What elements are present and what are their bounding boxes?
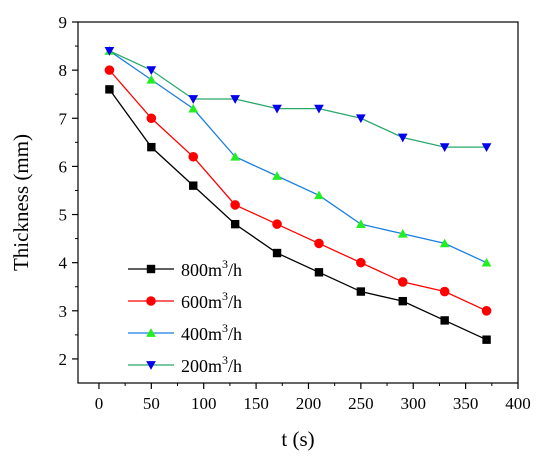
data-point <box>104 47 115 56</box>
y-tick-label: 3 <box>59 302 68 321</box>
series-400m3h <box>104 46 492 267</box>
data-point <box>188 151 199 162</box>
data-point <box>105 85 114 94</box>
legend-marker <box>146 296 156 306</box>
data-point <box>440 316 449 325</box>
data-point <box>356 287 366 296</box>
series-line <box>109 50 487 264</box>
plot-frame <box>77 21 519 384</box>
x-tick-label: 250 <box>348 394 374 413</box>
y-tick-label: 7 <box>59 109 68 128</box>
data-point <box>146 113 157 124</box>
data-point <box>314 104 324 114</box>
legend-label: 400m3/h <box>181 321 242 344</box>
data-point <box>230 219 240 229</box>
data-point <box>439 286 450 297</box>
data-point <box>230 200 240 210</box>
data-point <box>314 268 324 277</box>
data-point <box>481 257 492 267</box>
legend-label: 600m3/h <box>181 289 242 312</box>
y-axis-label: Thickness (mm) <box>9 134 33 271</box>
y-tick-label: 9 <box>59 13 68 32</box>
legend-item: 800m3/h <box>128 257 242 280</box>
legend: 800m3/h 600m3/h 400m3/h 200m3/h <box>128 257 242 376</box>
legend-marker <box>146 328 156 337</box>
series-800m3h <box>105 85 491 344</box>
data-point <box>397 277 408 287</box>
x-axis-label: t (s) <box>281 427 314 451</box>
data-point <box>439 238 450 248</box>
data-point <box>356 114 366 124</box>
data-point <box>146 66 157 75</box>
data-point <box>230 95 240 104</box>
data-point <box>482 335 491 344</box>
x-tick-label: 0 <box>95 394 104 413</box>
legend-label: 800m3/h <box>181 257 242 280</box>
legend-item: 400m3/h <box>128 321 242 344</box>
data-point <box>481 306 492 316</box>
data-point <box>188 103 199 113</box>
data-point <box>188 95 199 104</box>
legend-marker <box>146 264 156 274</box>
data-point <box>397 133 408 143</box>
data-point <box>398 296 407 306</box>
series-line <box>108 69 487 312</box>
data-point <box>230 151 240 161</box>
data-point <box>397 228 408 238</box>
data-point <box>314 238 324 249</box>
series-line <box>108 89 487 341</box>
y-tick-label: 8 <box>59 61 68 80</box>
data-point <box>189 181 198 190</box>
x-tick-label: 400 <box>505 394 531 413</box>
y-tick-label: 2 <box>59 350 68 369</box>
legend-item: 600m3/h <box>128 289 242 312</box>
data-point <box>272 219 282 229</box>
data-point <box>356 219 366 229</box>
legend-marker <box>146 361 156 370</box>
data-point <box>147 142 156 152</box>
data-point <box>439 143 450 152</box>
x-tick-label: 300 <box>400 394 426 413</box>
series-line <box>109 50 487 148</box>
y-tick-label: 5 <box>59 206 68 225</box>
data-point <box>314 190 324 200</box>
y-tick-label: 4 <box>59 254 68 273</box>
data-point <box>272 248 282 258</box>
y-tick-label: 6 <box>59 157 68 176</box>
x-tick-label: 50 <box>143 394 160 413</box>
data-point <box>104 65 115 75</box>
x-tick-label: 350 <box>453 394 479 413</box>
data-point <box>272 104 282 114</box>
data-point <box>272 171 282 180</box>
data-point <box>356 257 366 268</box>
series-600m3h <box>104 65 492 316</box>
x-tick-label: 200 <box>296 394 322 413</box>
legend-label: 200m3/h <box>181 353 242 376</box>
data-point <box>146 74 157 84</box>
x-tick-label: 100 <box>191 394 217 413</box>
legend-item: 200m3/h <box>128 353 242 376</box>
x-tick-label: 150 <box>243 394 269 413</box>
series-200m3h <box>104 47 492 152</box>
data-point <box>481 143 492 152</box>
